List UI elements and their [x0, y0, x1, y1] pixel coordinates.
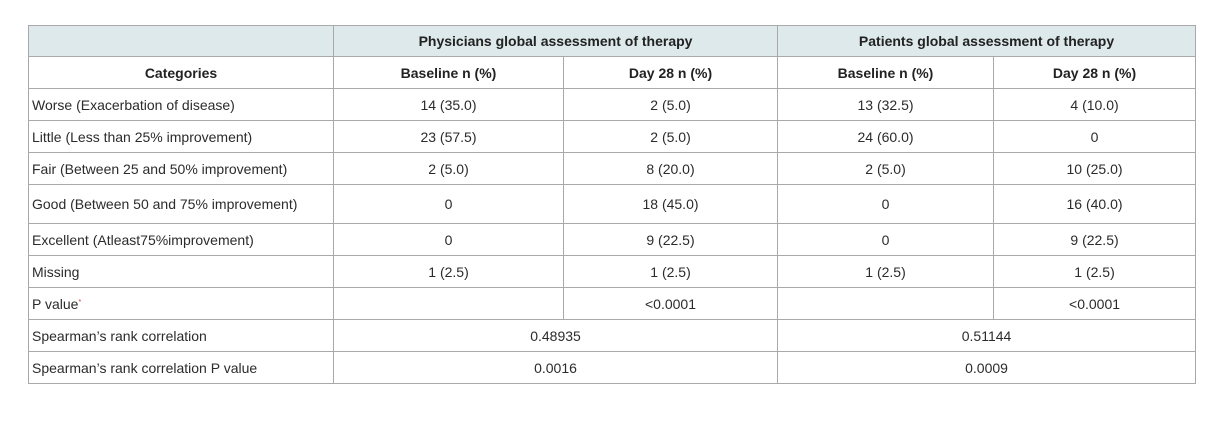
category-cell: Little (Less than 25% improvement): [28, 120, 334, 153]
table-row: Good (Between 50 and 75% improvement) 0 …: [28, 184, 1197, 224]
patients-baseline-cell: 2 (5.0): [777, 152, 995, 185]
patients-baseline-cell: 1 (2.5): [777, 255, 995, 288]
physicians-day28-cell: 2 (5.0): [562, 88, 779, 121]
patients-day28-header: Day 28 n (%): [993, 56, 1197, 89]
categories-header: Categories: [28, 56, 334, 89]
spearman-row: Spearman’s rank correlation 0.48935 0.51…: [28, 319, 1197, 352]
patients-spearman-pvalue-cell: 0.0009: [777, 351, 1197, 384]
physicians-day28-cell: 1 (2.5): [562, 255, 779, 288]
physicians-spearman-pvalue-cell: 0.0016: [332, 351, 779, 384]
category-cell: Worse (Exacerbation of disease): [28, 88, 334, 121]
empty-header-cell: [28, 25, 334, 57]
physicians-baseline-cell: 2 (5.0): [333, 152, 564, 185]
physicians-pvalue-cell: <0.0001: [562, 287, 779, 320]
physicians-baseline-cell: 0: [333, 223, 564, 256]
patients-day28-cell: 0: [993, 120, 1197, 153]
patients-day28-cell: 4 (10.0): [993, 88, 1197, 121]
category-cell: Missing: [28, 255, 334, 288]
physicians-day28-cell: 18 (45.0): [562, 184, 779, 224]
column-header-row: Categories Baseline n (%) Day 28 n (%) B…: [28, 56, 1197, 89]
physicians-baseline-cell: 1 (2.5): [333, 255, 564, 288]
table-row: Worse (Exacerbation of disease) 14 (35.0…: [28, 88, 1197, 121]
patients-baseline-cell: 0: [777, 184, 995, 224]
assessment-table: Physicians global assessment of therapy …: [28, 25, 1197, 384]
physicians-spearman-cell: 0.48935: [332, 319, 779, 352]
spearman-label-cell: Spearman’s rank correlation: [28, 319, 334, 352]
patients-spearman-cell: 0.51144: [777, 319, 1197, 352]
category-cell: Good (Between 50 and 75% improvement): [28, 184, 334, 224]
patients-baseline-pvalue-cell: [777, 287, 995, 320]
patients-day28-cell: 1 (2.5): [993, 255, 1197, 288]
table-row: Excellent (Atleast75%improvement) 0 9 (2…: [28, 223, 1197, 256]
patients-day28-cell: 9 (22.5): [993, 223, 1197, 256]
physicians-baseline-cell: 14 (35.0): [333, 88, 564, 121]
table-row: Little (Less than 25% improvement) 23 (5…: [28, 120, 1197, 153]
pvalue-label-cell: P value*: [28, 287, 334, 320]
table-row: Missing 1 (2.5) 1 (2.5) 1 (2.5) 1 (2.5): [28, 255, 1197, 288]
physicians-day28-header: Day 28 n (%): [562, 56, 779, 89]
patients-baseline-header: Baseline n (%): [777, 56, 995, 89]
group-header-row: Physicians global assessment of therapy …: [28, 25, 1197, 57]
physicians-day28-cell: 2 (5.0): [562, 120, 779, 153]
patients-pvalue-cell: <0.0001: [993, 287, 1197, 320]
pvalue-label: P value: [32, 295, 79, 312]
spearman-pvalue-row: Spearman’s rank correlation P value 0.00…: [28, 351, 1197, 384]
physicians-baseline-header: Baseline n (%): [333, 56, 564, 89]
patients-baseline-cell: 13 (32.5): [777, 88, 995, 121]
table-row: Fair (Between 25 and 50% improvement) 2 …: [28, 152, 1197, 185]
patients-baseline-cell: 24 (60.0): [777, 120, 995, 153]
pvalue-row: P value* <0.0001 <0.0001: [28, 287, 1197, 320]
physicians-day28-cell: 9 (22.5): [562, 223, 779, 256]
category-cell: Fair (Between 25 and 50% improvement): [28, 152, 334, 185]
physicians-day28-cell: 8 (20.0): [562, 152, 779, 185]
patients-day28-cell: 10 (25.0): [993, 152, 1197, 185]
spearman-pvalue-label-cell: Spearman’s rank correlation P value: [28, 351, 334, 384]
category-cell: Excellent (Atleast75%improvement): [28, 223, 334, 256]
physicians-group-header: Physicians global assessment of therapy: [332, 25, 779, 57]
physicians-baseline-cell: 0: [333, 184, 564, 224]
patients-day28-cell: 16 (40.0): [993, 184, 1197, 224]
footnote-marker: *: [78, 298, 82, 306]
physicians-baseline-cell: 23 (57.5): [333, 120, 564, 153]
patients-baseline-cell: 0: [777, 223, 995, 256]
physicians-baseline-pvalue-cell: [333, 287, 564, 320]
patients-group-header: Patients global assessment of therapy: [777, 25, 1197, 57]
